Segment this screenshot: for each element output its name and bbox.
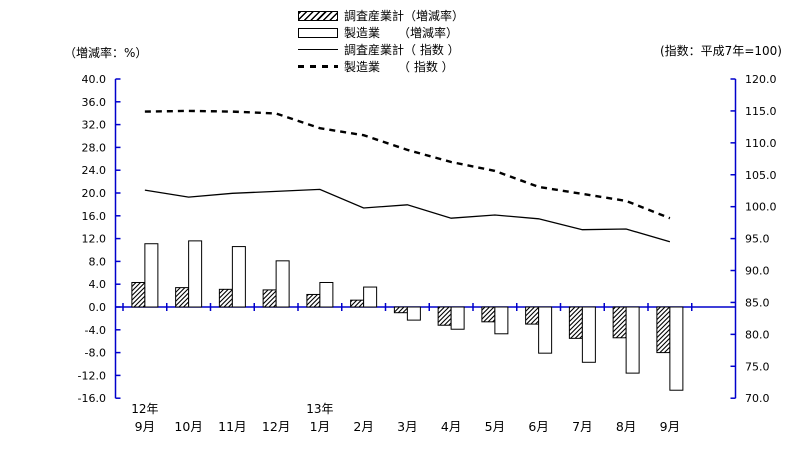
bar (275, 260, 290, 308)
right-tick-label: 80.0 (745, 328, 770, 341)
right-tick-label: 100.0 (745, 201, 777, 214)
left-tick-label: 32.0 (82, 119, 107, 132)
legend-label: 製造業 （ 指数 ） (344, 60, 454, 74)
month-label: 1月 (310, 419, 330, 434)
bar (131, 281, 146, 308)
left-tick-label: 16.0 (82, 210, 107, 223)
solid-line-swatch-icon (298, 49, 338, 50)
bar (494, 306, 509, 335)
bar (568, 306, 583, 339)
legend-label: 調査産業計（増減率） (344, 9, 465, 23)
right-tick-label: 70.0 (745, 392, 770, 405)
bar (350, 299, 365, 308)
month-label: 9月 (660, 419, 680, 434)
right-tick-label: 95.0 (745, 233, 770, 246)
left-tick-label: -4.0 (85, 324, 106, 337)
month-label: 4月 (441, 419, 461, 434)
bar (262, 289, 277, 308)
month-label: 8月 (616, 419, 636, 434)
right-tick-label: 120.0 (745, 73, 777, 86)
left-tick-label: 12.0 (82, 233, 107, 246)
survey-total-index-line (144, 188, 671, 243)
bar (481, 306, 496, 323)
month-label: 2月 (353, 419, 373, 434)
right-tick-label: 85.0 (745, 296, 770, 309)
white-bar-swatch-icon (298, 27, 338, 38)
left-tick-label: 24.0 (82, 164, 107, 177)
bar (231, 246, 246, 308)
left-tick-label: -16.0 (78, 392, 106, 405)
year-label: 12年 (131, 402, 158, 416)
left-tick-label: 8.0 (89, 255, 107, 268)
bar (581, 306, 596, 363)
bar (393, 306, 408, 314)
left-tick-label: 0.0 (89, 301, 107, 314)
left-axis-ticks: 40.0 36.0 32.0 28.0 24.0 20.0 16.0 12.0 8.0 4.0 0.… (78, 73, 121, 405)
right-axis-title: (指数：平成7年=100) (660, 44, 782, 58)
legend-label: 製造業 （増減率） (344, 26, 459, 40)
bar (612, 306, 627, 339)
x-axis-labels: 9月 10月 11月 12月 1月 2月 3月 4月 5月 6月 7月 8月 9月 12年 13年 (131, 402, 680, 434)
bar (175, 287, 190, 308)
bars-manufacturing (144, 240, 684, 391)
month-label: 11月 (218, 419, 246, 434)
bars-survey-total (131, 281, 671, 354)
legend-item-line-dashed: 製造業 （ 指数 ） (298, 59, 464, 74)
left-tick-label: -8.0 (85, 347, 106, 360)
bar (319, 281, 334, 308)
bar (406, 306, 421, 321)
bar (538, 306, 553, 354)
bar (450, 306, 465, 330)
left-tick-label: 28.0 (82, 141, 107, 154)
month-label: 9月 (135, 419, 155, 434)
bar (437, 306, 452, 326)
month-label: 12月 (262, 419, 290, 434)
month-label: 7月 (572, 419, 592, 434)
manufacturing-index-line (144, 109, 671, 220)
left-tick-label: 36.0 (82, 96, 107, 109)
hatched-bar-swatch-icon (298, 10, 338, 21)
month-label: 6月 (528, 419, 548, 434)
left-tick-label: 40.0 (82, 73, 107, 86)
bar (525, 306, 540, 325)
legend-label: 調査産業計（ 指数 ） (344, 43, 460, 57)
right-tick-label: 75.0 (745, 360, 770, 373)
left-tick-label: 20.0 (82, 187, 107, 200)
right-tick-label: 105.0 (745, 169, 777, 182)
right-tick-label: 110.0 (745, 137, 777, 150)
year-label: 13年 (306, 402, 333, 416)
legend-item-bar-hatched: 調査産業計（増減率） (298, 8, 464, 23)
legend-item-bar-white: 製造業 （増減率） (298, 25, 464, 40)
axes (114, 79, 737, 399)
x-axis-ticks (122, 303, 693, 311)
bar (363, 286, 378, 308)
legend-item-line-solid: 調査産業計（ 指数 ） (298, 42, 464, 57)
bar (669, 306, 684, 391)
right-axis-ticks: 120.0 115.0 110.0 105.0 100.0 95.0 90.0 85.0 80.… (730, 73, 777, 405)
month-label: 5月 (485, 419, 505, 434)
left-tick-label: -12.0 (78, 369, 106, 382)
bar (218, 288, 233, 308)
chart-legend: 調査産業計（増減率） 製造業 （増減率） 調査産業計（ 指数 ） 製造業 （ 指… (298, 8, 464, 74)
month-label: 3月 (397, 419, 417, 434)
bar (625, 306, 640, 374)
dashed-line-swatch-icon (298, 65, 338, 68)
right-tick-label: 115.0 (745, 105, 777, 118)
month-label: 10月 (174, 419, 202, 434)
bar (306, 293, 321, 308)
bar (188, 240, 203, 308)
bar (144, 243, 159, 308)
left-axis-title: （増減率：%） (64, 46, 148, 60)
right-tick-label: 90.0 (745, 265, 770, 278)
left-tick-label: 4.0 (89, 278, 107, 291)
bar (656, 306, 671, 354)
